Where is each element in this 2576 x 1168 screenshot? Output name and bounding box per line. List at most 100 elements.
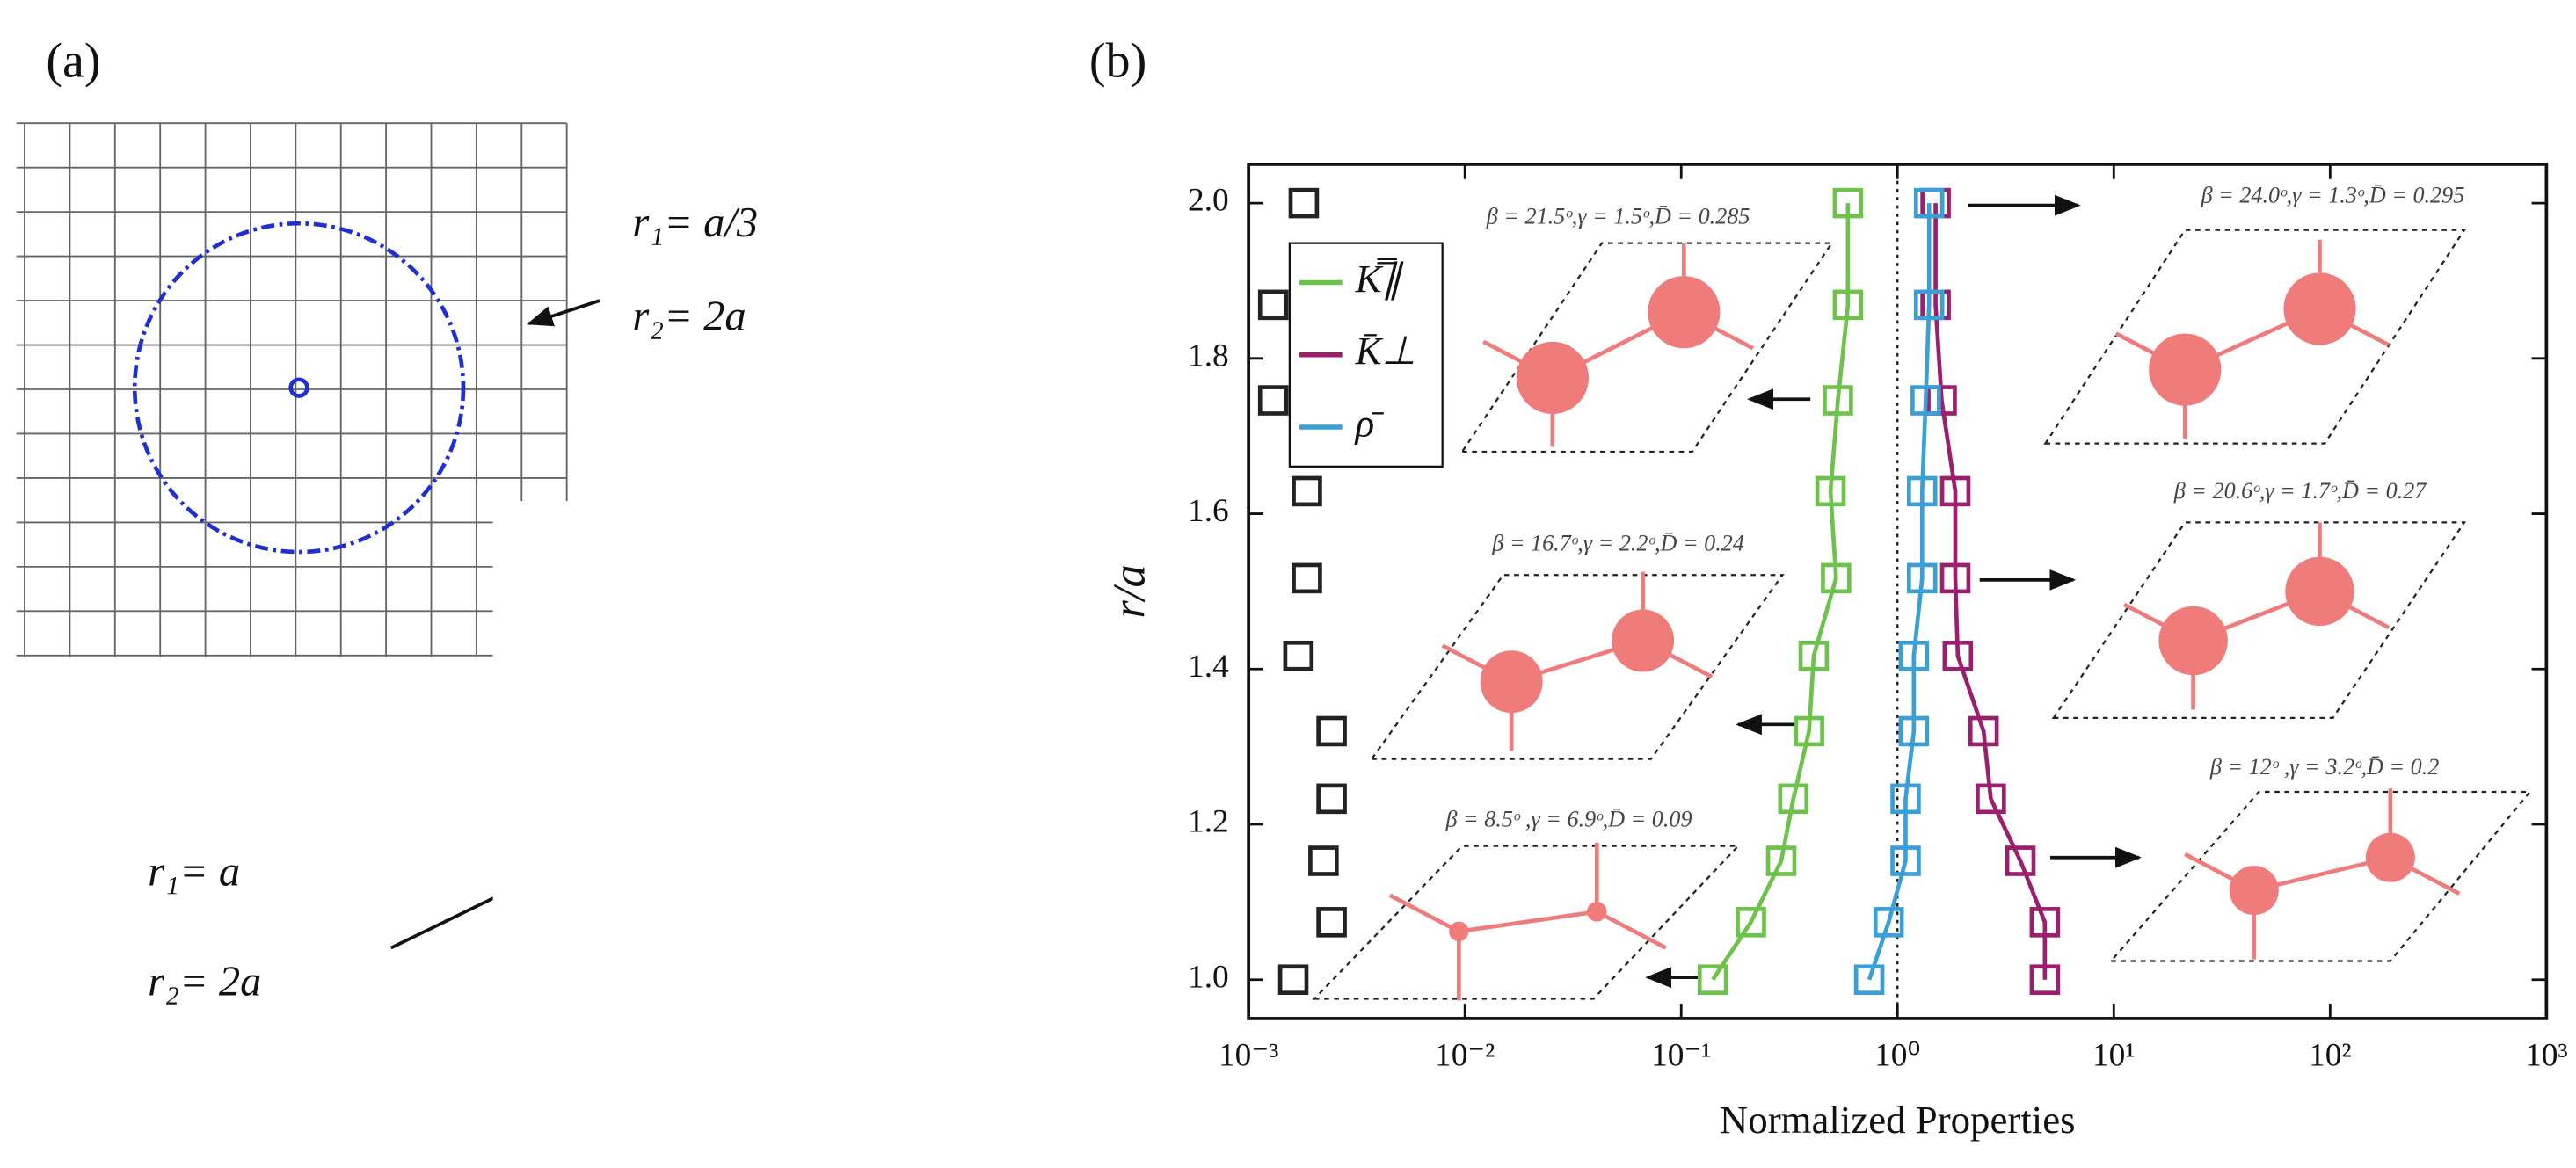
marker: [1283, 640, 1314, 671]
atom: [1612, 609, 1675, 672]
x-tick-label: 10⁻¹: [1651, 1037, 1711, 1073]
marker: [1257, 385, 1289, 416]
annotation: β = 24.0ᵒ,γ = 1.3ᵒ,D̄ = 0.295: [2201, 182, 2465, 207]
marker: [1823, 385, 1853, 416]
marker: [1292, 562, 1322, 594]
marker: [1292, 475, 1322, 507]
grid-diagram-top: [16, 122, 568, 657]
radius-label: r₂= 2a: [148, 958, 261, 1005]
marker: [1316, 783, 1347, 815]
annotation: β = 20.6ᵒ,γ = 1.7ᵒ,D̄ = 0.27: [2173, 478, 2427, 504]
marker: [1976, 783, 2006, 815]
y-tick-label: 1.6: [1188, 493, 1229, 529]
marker: [1308, 845, 1339, 876]
panel-label: (b): [1089, 34, 1146, 89]
marker: [2005, 845, 2036, 876]
marker: [1257, 289, 1289, 321]
series-line: [1867, 203, 1932, 981]
marker: [1968, 715, 1999, 747]
atom: [1648, 276, 1721, 349]
x-axis-label: Normalized Properties: [1720, 1098, 2076, 1142]
atom: [1516, 341, 1589, 415]
atom: [2365, 832, 2415, 882]
series-line: [1711, 203, 1851, 982]
series-line: [1933, 203, 2048, 980]
marker: [1913, 187, 1945, 219]
inner-circle: [288, 377, 309, 398]
marker: [1898, 640, 1930, 671]
bond: [1459, 910, 1597, 934]
marker: [1898, 715, 1930, 747]
outer-circle: [132, 221, 466, 555]
marker: [1832, 289, 1864, 321]
annotation: β = 8.5ᵒ ,γ = 6.9ᵒ,D̄ = 0.09: [1444, 807, 1692, 832]
inset-frame: [1370, 574, 1785, 760]
y-tick-label: 2.0: [1188, 183, 1229, 219]
annotation: β = 16.7ᵒ,γ = 2.2ᵒ,D̄ = 0.24: [1491, 531, 1744, 556]
marker: [1873, 907, 1904, 938]
marker: [1316, 715, 1347, 747]
marker: [1736, 907, 1766, 938]
grid-mask: [492, 501, 986, 1043]
x-tick-label: 10¹: [2092, 1037, 2136, 1073]
panel-label: (a): [46, 34, 100, 89]
atom: [2283, 272, 2356, 345]
chart: 10⁻³ 10⁻² 10⁻¹ 10⁰ 10¹ 10² 10³ 1.0 1.2 1.4 1.6 1.8 2…: [1103, 163, 2568, 1142]
x-tick-label: 10³: [2525, 1037, 2568, 1073]
atom: [1587, 902, 1607, 922]
inset-frame: [2051, 521, 2467, 719]
plot-frame: [1247, 163, 2549, 1020]
atom: [2149, 333, 2222, 406]
y-tick-label: 1.2: [1188, 804, 1229, 840]
y-axis-label: r/a: [1103, 564, 1154, 618]
atom: [2285, 556, 2354, 627]
y-tick-label: 1.0: [1188, 959, 1229, 995]
inset-frame: [1459, 242, 1834, 453]
legend-label: K̿∥: [1355, 257, 1405, 301]
bond: [1388, 893, 1460, 933]
legend-label: K̄⊥: [1355, 329, 1416, 373]
marker: [1890, 845, 1921, 876]
atom: [1449, 921, 1469, 942]
atom: [1480, 650, 1543, 714]
marker: [1316, 907, 1347, 938]
annotation: β = 12ᵒ ,γ = 3.2ᵒ,D̄ = 0.2: [2209, 754, 2439, 780]
x-tick-label: 10⁻³: [1219, 1037, 1278, 1073]
marker: [1942, 640, 1974, 671]
marker: [1907, 475, 1938, 507]
marker: [1910, 385, 1941, 416]
radius-label: r₂= 2a: [632, 293, 746, 340]
marker: [1798, 640, 1830, 671]
y-tick-label: 1.4: [1188, 649, 1229, 685]
radius-label: r₁= a: [148, 847, 240, 895]
marker: [2029, 907, 2061, 938]
y-tick-label: 1.8: [1188, 337, 1229, 374]
marker: [2029, 964, 2061, 996]
marker: [1697, 964, 1728, 996]
x-tick-label: 10²: [2309, 1037, 2352, 1073]
marker: [1832, 187, 1864, 219]
marker: [1794, 715, 1824, 747]
marker: [1778, 783, 1809, 815]
marker: [1907, 562, 1938, 594]
marker: [1926, 385, 1957, 416]
marker: [1853, 964, 1885, 996]
x-tick-label: 10⁰: [1874, 1037, 1920, 1073]
marker: [1288, 187, 1320, 219]
marker: [1913, 289, 1945, 321]
arrow: [526, 299, 600, 327]
marker: [1939, 475, 1971, 507]
atom: [2229, 866, 2279, 916]
bond: [1596, 910, 1667, 950]
x-tick-label: 10⁻²: [1435, 1037, 1495, 1073]
atom: [2158, 606, 2228, 676]
marker: [1277, 964, 1309, 996]
marker: [1939, 562, 1971, 594]
marker: [1821, 562, 1852, 594]
annotation: β = 21.5ᵒ,γ = 1.5ᵒ,D̄ = 0.285: [1486, 204, 1750, 229]
marker: [1765, 845, 1797, 876]
marker: [1890, 783, 1921, 815]
radius-label: r₁= a/3: [632, 199, 758, 246]
marker: [1815, 475, 1846, 507]
